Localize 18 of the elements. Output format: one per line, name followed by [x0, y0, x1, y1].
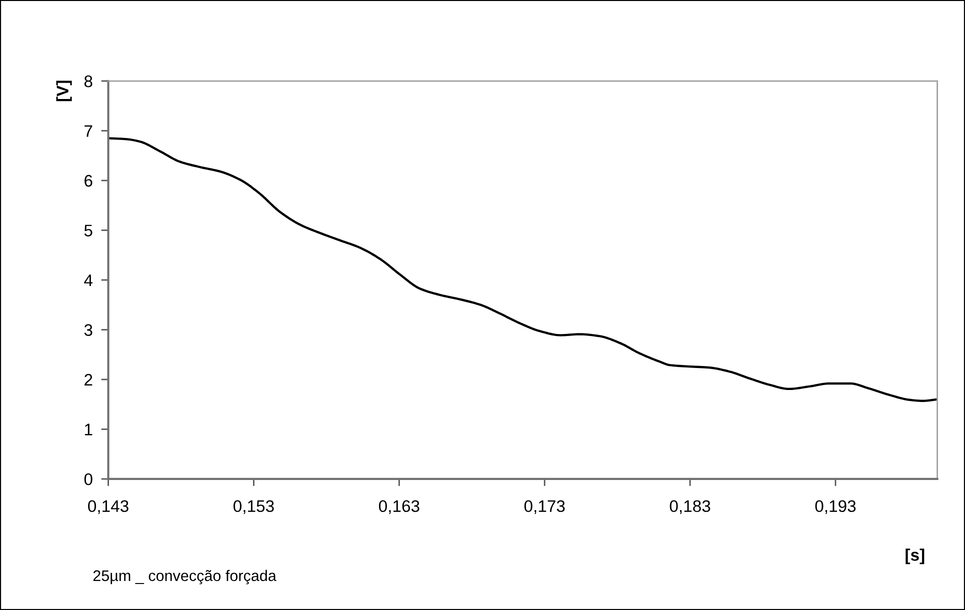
x-tick-label: 0,193 [815, 500, 856, 514]
y-tick-label: 0 [84, 473, 92, 486]
y-tick-label: 5 [84, 224, 92, 236]
y-tick-label: 8 [84, 75, 92, 88]
y-tick-label: 7 [84, 125, 92, 137]
x-tick-label: 0,153 [234, 500, 274, 514]
x-axis-title: [s] [906, 548, 924, 564]
x-tick-label: 0,183 [670, 500, 710, 514]
y-tick-label: 4 [84, 274, 93, 286]
y-tick-label: 2 [84, 374, 92, 386]
y-tick-label: 1 [85, 424, 92, 436]
y-axis-title: [V] [56, 80, 72, 102]
y-tick-label: 3 [84, 324, 92, 336]
x-tick-label: 0,173 [524, 500, 565, 514]
text: 25µm _ convecção forçada [93, 570, 276, 584]
y-tick-label: 6 [84, 174, 92, 187]
x-tick-label: 0,143 [88, 500, 128, 514]
x-tick-label: 0,163 [378, 500, 420, 514]
